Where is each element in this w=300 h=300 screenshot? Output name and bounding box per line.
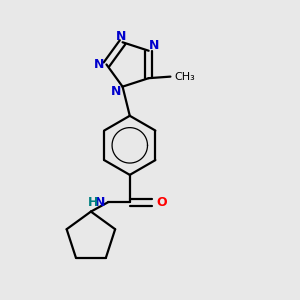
Text: N: N [111,85,122,98]
Text: N: N [116,30,126,43]
Text: N: N [149,39,159,52]
Text: N: N [94,58,104,71]
Text: O: O [156,196,167,209]
Text: CH₃: CH₃ [175,72,195,82]
Text: N: N [95,196,106,209]
Text: H: H [88,196,99,209]
